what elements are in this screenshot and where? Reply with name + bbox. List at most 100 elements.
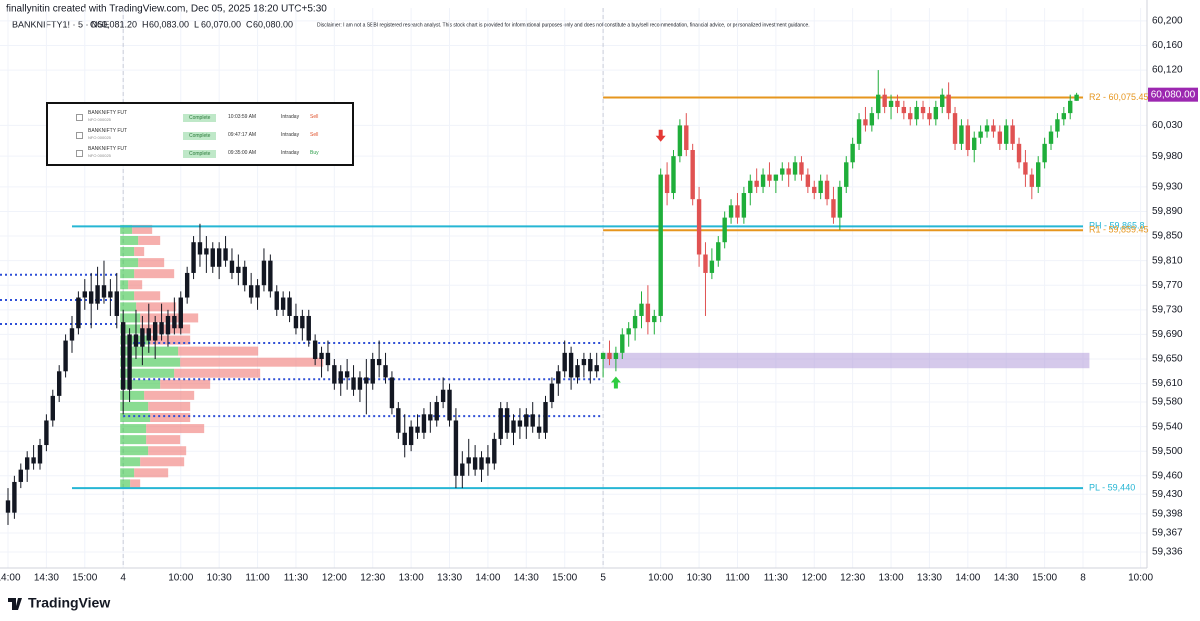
candle-body xyxy=(556,371,561,384)
profile-up xyxy=(120,258,139,268)
y-tick-label: 59,810 xyxy=(1152,255,1183,266)
candle-body xyxy=(114,291,119,316)
candle-body xyxy=(472,457,478,470)
last-price-label: 60,080.00 xyxy=(1151,89,1196,100)
profile-up xyxy=(120,280,129,290)
candle-body xyxy=(562,352,567,372)
candle-body xyxy=(799,162,804,175)
x-tick-label: 11:00 xyxy=(245,573,270,584)
candle-body xyxy=(684,125,689,150)
candle-body xyxy=(792,162,798,175)
credit: finallynitin created with TradingView.co… xyxy=(6,4,327,15)
profile-down xyxy=(174,368,261,378)
candle-body xyxy=(402,432,407,446)
candle-body xyxy=(856,119,862,144)
candle-body xyxy=(210,248,215,267)
x-tick-label: 10:00 xyxy=(1128,573,1153,584)
candle-body xyxy=(44,420,49,446)
candle-body xyxy=(984,125,990,132)
candle-body xyxy=(927,113,932,120)
profile-down xyxy=(144,390,195,400)
x-tick-label: 10:30 xyxy=(687,573,712,584)
candle-body xyxy=(216,248,222,267)
order-time: 09:35:00 AM xyxy=(228,150,257,156)
candle-body xyxy=(626,328,631,335)
x-tick-label: 8 xyxy=(1080,573,1086,584)
candle-body xyxy=(908,113,913,120)
ohlc-value: 60,083.00 xyxy=(149,19,189,29)
profile-up xyxy=(120,379,161,389)
profile-down xyxy=(150,335,191,345)
candle-body xyxy=(581,358,587,366)
candle-body xyxy=(415,426,420,433)
candle-body xyxy=(978,131,983,138)
candle-body xyxy=(530,414,535,427)
candle-body xyxy=(824,180,830,200)
candle-body xyxy=(933,106,939,120)
candle-body xyxy=(837,186,843,218)
order-row: BANKNIFTY FUT Complete 09:35:00 AM Intraday… xyxy=(48,144,352,162)
candle-body xyxy=(248,285,254,298)
candle-body xyxy=(671,156,676,194)
candle-body xyxy=(588,358,593,372)
order-status: Complete xyxy=(183,150,217,158)
candle-body xyxy=(818,180,823,194)
candle-body xyxy=(1004,125,1009,144)
candle-body xyxy=(312,340,318,359)
candle-body xyxy=(447,389,452,421)
x-tick-label: 12:30 xyxy=(360,573,385,584)
candle-body xyxy=(888,100,894,107)
x-tick-label: 13:30 xyxy=(437,573,462,584)
x-tick-label: 5 xyxy=(600,573,606,584)
logo-icon xyxy=(8,598,22,610)
candle-body xyxy=(703,254,708,273)
candle-body xyxy=(485,457,491,464)
candle-body xyxy=(876,94,881,114)
candle-body xyxy=(754,180,759,187)
candle-body xyxy=(88,291,94,304)
x-tick-label: 13:30 xyxy=(917,573,942,584)
candle-body xyxy=(223,248,228,261)
candle-body xyxy=(172,315,177,329)
profile-up xyxy=(120,368,175,378)
profile-up xyxy=(120,357,181,367)
candle-body xyxy=(844,162,849,187)
checkbox[interactable] xyxy=(76,150,83,157)
key-line-label: R2 - 60,075.45 xyxy=(1089,92,1149,102)
candle-body xyxy=(37,445,43,464)
y-tick-label: 59,540 xyxy=(1152,421,1183,432)
candle-body xyxy=(338,371,343,384)
candle-body xyxy=(1055,119,1060,132)
candle-body xyxy=(543,402,548,433)
key-line-label: R1 - 59,859.45 xyxy=(1089,225,1149,235)
candle-body xyxy=(760,174,766,187)
checkbox[interactable] xyxy=(76,114,83,121)
profile-down xyxy=(140,457,185,467)
candle-body xyxy=(690,149,695,200)
candle-body xyxy=(716,242,721,261)
candle-body xyxy=(56,371,62,396)
candle-body xyxy=(620,334,625,353)
x-tick-label: 13:00 xyxy=(879,573,904,584)
checkbox[interactable] xyxy=(76,132,83,139)
x-tick-label: 14:30 xyxy=(34,573,59,584)
order-product: Intraday xyxy=(281,114,300,120)
candle-body xyxy=(389,377,395,409)
candle-body xyxy=(152,322,158,341)
plot xyxy=(0,8,1147,568)
signal-arrow xyxy=(610,376,621,389)
profile-up xyxy=(120,424,147,434)
candle-body xyxy=(914,106,919,120)
candle-body xyxy=(280,297,286,310)
candle-body xyxy=(229,260,235,273)
profile-up xyxy=(120,313,141,323)
profile-down xyxy=(134,468,169,478)
order-side: Sell xyxy=(310,132,319,138)
order-side: Buy xyxy=(310,150,319,156)
candle-body xyxy=(376,358,382,366)
candle-body xyxy=(306,315,311,341)
candle-body xyxy=(677,125,683,157)
candle-body xyxy=(287,297,292,316)
